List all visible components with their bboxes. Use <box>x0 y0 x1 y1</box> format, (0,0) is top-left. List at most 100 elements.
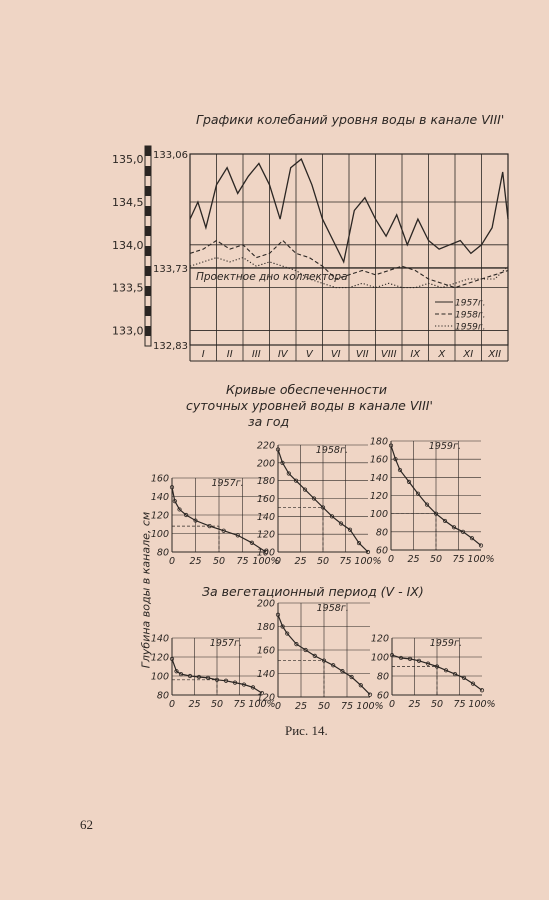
data-point <box>249 540 254 545</box>
y-tick: 120 <box>370 491 388 502</box>
y-tick: 120 <box>257 530 275 541</box>
data-point <box>469 536 475 541</box>
y-tick-left: 134,0 <box>112 239 144 252</box>
month-label: VI <box>331 349 341 360</box>
x-tick: 100% <box>248 699 275 710</box>
data-point <box>178 671 184 677</box>
x-tick: 0 <box>388 554 394 565</box>
x-tick: 100% <box>252 556 279 567</box>
data-point <box>398 655 404 661</box>
y-tick-inner: 133,73 <box>153 264 188 275</box>
y-tick: 160 <box>257 646 275 657</box>
duration-curve <box>391 654 483 691</box>
y-tick: 100 <box>151 672 169 683</box>
data-point <box>434 664 440 669</box>
data-point <box>331 663 336 668</box>
data-point <box>293 478 299 483</box>
month-label: XII <box>487 349 501 360</box>
duration-curve <box>171 487 267 553</box>
x-tick: 75 <box>453 699 465 710</box>
data-point <box>207 523 212 529</box>
data-point <box>184 512 189 518</box>
data-point <box>340 669 345 674</box>
data-point <box>177 507 182 512</box>
x-tick: 0 <box>389 699 395 710</box>
x-tick: 0 <box>275 556 281 567</box>
scale-bar-segment <box>145 246 151 256</box>
y-tick-inner: 133,06 <box>153 150 188 161</box>
y-tick: 80 <box>377 672 389 683</box>
x-tick: 75 <box>341 701 353 712</box>
year-label: 1959г. <box>430 638 462 649</box>
x-tick: 75 <box>339 556 351 567</box>
x-tick: 50 <box>317 556 329 567</box>
data-point <box>365 549 371 555</box>
data-point <box>460 529 466 534</box>
data-point <box>451 525 457 530</box>
y-tick: 140 <box>151 634 169 645</box>
scale-bar-segment <box>145 186 151 196</box>
x-tick: 25 <box>294 556 306 567</box>
x-tick: 50 <box>318 701 330 712</box>
y-tick: 220 <box>257 441 275 452</box>
month-label: II <box>227 349 233 360</box>
data-point <box>425 661 431 666</box>
data-point <box>479 688 485 693</box>
x-tick: 50 <box>430 554 442 565</box>
data-point <box>407 656 413 662</box>
data-point <box>406 479 412 484</box>
year-label: 1957г. <box>210 638 242 649</box>
data-point <box>311 496 317 501</box>
y-tick: 60 <box>377 691 389 702</box>
x-tick: 50 <box>431 699 443 710</box>
data-point <box>223 678 229 683</box>
scale-bar-segment <box>145 226 151 236</box>
annual-title-line2: суточных уровней воды в канале VIII' <box>186 398 433 413</box>
data-point <box>214 677 220 682</box>
data-point <box>303 647 308 653</box>
data-point <box>461 675 467 681</box>
y-tick-inner: 132,83 <box>153 341 188 352</box>
veg-title: За вегетационный период (V - IX) <box>202 584 424 599</box>
month-label: VIII <box>381 349 397 360</box>
x-tick: 100% <box>467 554 494 565</box>
y-tick: 80 <box>376 527 388 538</box>
data-point <box>393 457 398 462</box>
data-point <box>280 460 285 465</box>
data-point <box>424 502 430 507</box>
data-point <box>312 653 317 658</box>
data-point <box>250 685 256 690</box>
x-tick: 50 <box>211 699 223 710</box>
month-label: VII <box>356 349 369 360</box>
data-point <box>294 642 299 647</box>
data-point <box>235 533 240 538</box>
y-tick-left: 135,0 <box>112 153 144 166</box>
y-tick: 160 <box>257 494 275 505</box>
y-tick: 100 <box>370 509 388 520</box>
data-point <box>347 527 353 532</box>
data-point <box>280 624 285 629</box>
data-point <box>416 658 422 663</box>
series-line-1958 <box>189 239 509 289</box>
data-point <box>205 675 211 681</box>
y-tick-left: 134,5 <box>112 196 144 209</box>
data-point <box>470 681 476 686</box>
y-tick: 200 <box>257 458 275 469</box>
y-tick-left: 133,5 <box>112 282 144 295</box>
month-label: IX <box>410 349 421 360</box>
year-label: 1957г. <box>211 478 243 489</box>
x-tick: 100% <box>354 556 381 567</box>
y-tick: 60 <box>376 546 388 557</box>
month-label: XI <box>462 349 473 360</box>
figure-caption: Рис. 14. <box>285 723 328 738</box>
data-point <box>478 543 484 548</box>
data-point <box>275 612 281 617</box>
y-tick: 120 <box>151 653 169 664</box>
data-point <box>367 692 373 697</box>
data-point <box>302 487 308 492</box>
y-tick: 140 <box>151 492 169 503</box>
year-label: 1959г. <box>429 441 461 452</box>
month-label: I <box>202 349 205 360</box>
